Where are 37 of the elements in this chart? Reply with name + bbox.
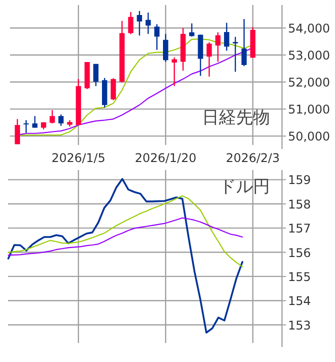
candlestick <box>50 110 55 124</box>
candlestick <box>224 22 230 52</box>
candlestick <box>93 63 98 87</box>
candlestick <box>136 10 142 36</box>
x-tick-label: 2026/1/5 <box>51 151 106 165</box>
line-series <box>8 195 243 268</box>
y-tick-label: 154 <box>288 294 311 308</box>
x-tick-label: 2026/1/20 <box>134 151 196 165</box>
y-tick-label: 51,000 <box>288 102 330 117</box>
chart-title: ドル円 <box>219 177 270 197</box>
text: 日経先物 <box>202 108 270 128</box>
candlestick <box>58 114 64 126</box>
y-tick-label: 52,000 <box>288 76 330 90</box>
candlestick <box>154 24 160 50</box>
candlestick <box>215 32 221 62</box>
line-series <box>8 217 243 256</box>
candlestick <box>146 12 151 35</box>
y-tick-label: 153 <box>288 318 311 332</box>
x-tick-label: 2026/2/3 <box>226 151 280 165</box>
candlestick <box>206 42 212 78</box>
candlestick <box>128 11 134 35</box>
candlestick <box>232 36 238 72</box>
y-tick-label: 156 <box>288 246 311 260</box>
y-tick-label: 157 <box>288 222 311 236</box>
candlestick <box>24 120 29 134</box>
y-tick-label: 159 <box>288 173 311 188</box>
y-tick-label: 158 <box>288 197 311 212</box>
candlestick <box>241 18 247 67</box>
y-tick-label: 54,000 <box>288 21 330 36</box>
candlestick <box>163 33 168 62</box>
y-tick-label: 50,000 <box>288 130 330 144</box>
candlestick <box>172 56 177 87</box>
candlestick <box>14 118 20 145</box>
candlestick <box>110 78 116 101</box>
candlestick <box>189 22 194 38</box>
y-tick-label: 53,000 <box>288 48 330 62</box>
y-tick-label: 155 <box>288 270 311 284</box>
